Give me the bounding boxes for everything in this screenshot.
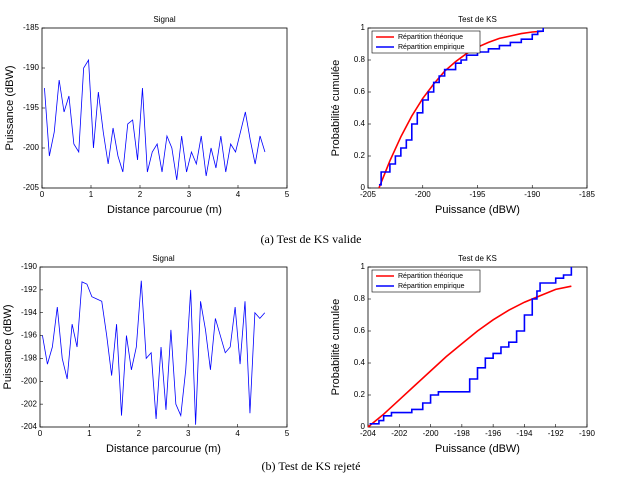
x-tick-label: -200: [415, 190, 432, 199]
y-axis-label: Probabilité cumulée: [330, 60, 342, 157]
plot-area: [367, 266, 588, 428]
caption: (a) Test de KS valide: [261, 232, 362, 246]
x-tick-label: -192: [548, 429, 565, 438]
y-tick-label: 0.2: [354, 390, 366, 399]
cdf-curve: [378, 30, 544, 189]
y-tick-label: -205: [23, 183, 40, 192]
legend-box: [371, 30, 481, 54]
x-axis-label: Puissance (dBW): [435, 443, 520, 455]
y-tick-label: 0.4: [354, 358, 366, 367]
y-tick-label: 0.2: [354, 151, 366, 160]
x-tick-label: 3: [186, 429, 191, 438]
x-tick-label: 5: [285, 190, 290, 199]
x-axis-label: Distance parcourue (m): [107, 204, 222, 216]
y-tick-label: -195: [23, 103, 40, 112]
x-tick-label: -190: [524, 190, 541, 199]
x-tick-label: 3: [187, 190, 192, 199]
x-tick-label: 4: [236, 190, 241, 199]
y-tick-label: 0.8: [354, 294, 366, 303]
y-axis-label: Probabilité cumulée: [330, 299, 342, 396]
x-tick-label: 4: [235, 429, 240, 438]
y-tick-label: 0.4: [354, 119, 366, 128]
legend-label: Répartition théorique: [398, 273, 463, 280]
x-tick-label: 1: [89, 190, 94, 199]
chart-title: Test de KS: [458, 254, 497, 263]
y-tick-label: -200: [21, 376, 38, 385]
x-tick-label: 1: [87, 429, 92, 438]
ecdf-step: [369, 267, 573, 425]
x-tick-label: 5: [285, 429, 290, 438]
y-tick-label: -198: [21, 354, 38, 363]
y-tick-label: -190: [23, 63, 40, 72]
legend-label: Répartition empirique: [398, 283, 465, 290]
x-axis-label: Puissance (dBW): [435, 204, 520, 216]
x-tick-label: -205: [360, 190, 377, 199]
x-tick-label: -198: [454, 429, 471, 438]
x-axis-label: Distance parcourue (m): [106, 443, 221, 455]
plot-area: [41, 27, 288, 189]
y-tick-label: -196: [21, 331, 38, 340]
y-axis-label: Puissance (dBW): [2, 305, 14, 390]
y-tick-label: 0.8: [354, 55, 366, 64]
y-tick-label: 1: [361, 262, 366, 271]
x-tick-label: -190: [579, 429, 596, 438]
y-tick-label: -194: [21, 308, 38, 317]
x-tick-label: -196: [485, 429, 502, 438]
x-tick-label: -204: [360, 429, 377, 438]
chart-title: Signal: [152, 254, 174, 263]
y-tick-label: 0.6: [354, 326, 366, 335]
y-tick-label: -200: [23, 143, 40, 152]
y-tick-label: 0: [361, 422, 366, 431]
y-tick-label: -202: [21, 399, 38, 408]
x-tick-label: 0: [38, 429, 43, 438]
legend-label: Répartition empirique: [398, 44, 465, 51]
x-tick-label: -195: [469, 190, 486, 199]
legend-label: Répartition théorique: [398, 34, 463, 41]
x-tick-label: 0: [40, 190, 45, 199]
y-tick-label: -204: [21, 422, 38, 431]
x-tick-label: 2: [138, 190, 143, 199]
y-tick-label: -192: [21, 285, 38, 294]
signal-line: [44, 58, 266, 181]
y-tick-label: 0.6: [354, 87, 366, 96]
x-tick-label: -202: [391, 429, 408, 438]
x-tick-label: -194: [516, 429, 533, 438]
x-tick-label: -200: [423, 429, 440, 438]
y-tick-label: -185: [23, 23, 40, 32]
chart-title: Test de KS: [458, 15, 497, 24]
ecdf-step: [378, 28, 544, 186]
chart-title: Signal: [153, 15, 175, 24]
y-tick-label: 1: [361, 23, 366, 32]
signal-line: [42, 280, 266, 425]
legend-box: [371, 269, 481, 293]
x-tick-label: -185: [579, 190, 596, 199]
y-tick-label: -190: [21, 262, 38, 271]
y-axis-label: Puissance (dBW): [4, 66, 16, 151]
caption: (b) Test de KS rejeté: [262, 459, 361, 473]
x-tick-label: 2: [137, 429, 142, 438]
y-tick-label: 0: [361, 183, 366, 192]
